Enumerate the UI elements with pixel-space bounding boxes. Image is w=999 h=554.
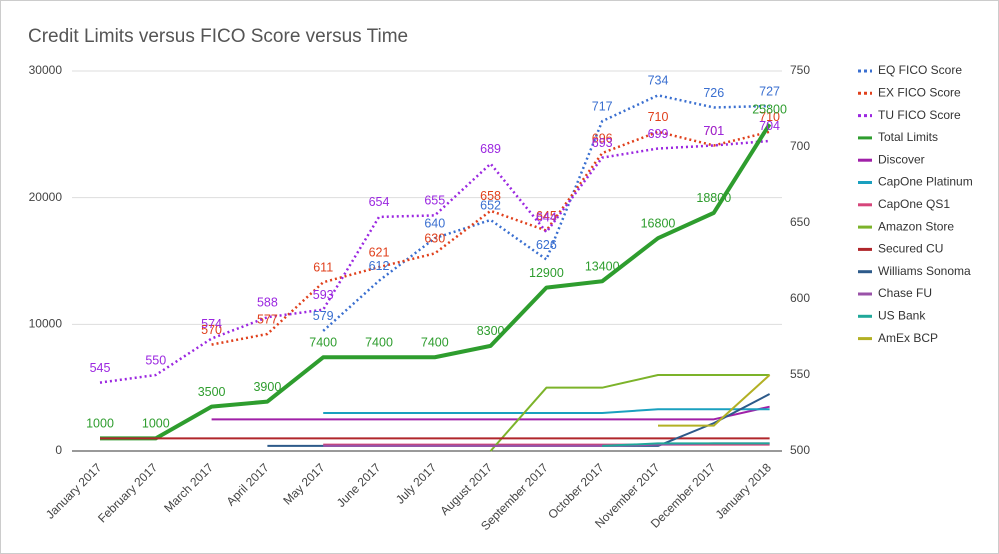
series-line: [658, 374, 771, 427]
y-tick-label: 20000: [29, 190, 63, 204]
legend-label: EQ FICO Score: [878, 63, 962, 77]
data-label: 7400: [309, 336, 337, 350]
data-label: 611: [313, 261, 333, 275]
series-line: [211, 405, 770, 421]
data-label: 3900: [253, 380, 281, 394]
series-line: [602, 442, 770, 447]
data-label: 710: [648, 110, 669, 124]
series-line: [211, 130, 770, 346]
legend-label: US Bank: [878, 308, 926, 322]
data-label: 699: [648, 127, 669, 141]
y2-tick-label: 500: [790, 443, 810, 457]
y2-tick-label: 650: [790, 215, 810, 229]
data-label: 1000: [142, 417, 170, 431]
chart-title: Credit Limits versus FICO Score versus T…: [28, 26, 408, 47]
data-label: 16800: [641, 216, 676, 230]
data-label: 593: [313, 288, 334, 302]
data-label: 701: [703, 124, 724, 138]
data-label: 3500: [198, 385, 226, 399]
data-label: 1000: [86, 417, 114, 431]
data-label: 25800: [752, 102, 787, 116]
data-label: 658: [480, 189, 501, 203]
data-label: 655: [424, 194, 445, 208]
legend-label: CapOne QS1: [878, 197, 950, 211]
data-label: 704: [759, 119, 780, 133]
legend-label: Chase FU: [878, 286, 932, 300]
legend-label: Williams Sonoma: [878, 264, 971, 278]
data-label: 626: [536, 238, 557, 252]
data-label: 579: [313, 309, 334, 323]
data-label: 696: [592, 131, 613, 145]
y2-tick-label: 600: [790, 291, 810, 305]
series-line: [323, 408, 770, 414]
data-label: 734: [648, 74, 669, 88]
data-label: 640: [424, 216, 445, 230]
legend-label: EX FICO Score: [878, 85, 961, 99]
legend-label: TU FICO Score: [878, 108, 961, 122]
y-tick-label: 0: [55, 443, 62, 457]
legend-label: Discover: [878, 152, 925, 166]
data-label: 545: [90, 361, 111, 375]
data-label: 701: [703, 124, 724, 138]
data-label: 644: [536, 210, 557, 224]
legend-label: AmEx BCP: [878, 331, 938, 345]
data-label: 612: [369, 259, 390, 273]
data-label: 13400: [585, 260, 620, 274]
y2-tick-label: 700: [790, 139, 810, 153]
legend: EQ FICO Score EX FICO Score TU FICO Score T…: [858, 63, 973, 345]
data-label: 727: [759, 84, 780, 98]
data-label: 710: [759, 110, 780, 124]
data-label: 689: [480, 142, 501, 156]
data-label: 12900: [529, 266, 564, 280]
series-line: [322, 94, 770, 332]
legend-label: Secured CU: [878, 242, 943, 256]
series-line: [100, 123, 772, 441]
data-label: 652: [480, 198, 501, 212]
data-label: 570: [201, 323, 222, 337]
data-label: 550: [145, 353, 166, 367]
data-label: 7400: [365, 336, 393, 350]
data-label: 7400: [421, 336, 449, 350]
y-tick-label: 30000: [29, 63, 63, 77]
legend-label: CapOne Platinum: [878, 175, 973, 189]
data-label: 577: [257, 312, 278, 326]
data-label: 726: [703, 86, 724, 100]
series-line: [99, 139, 770, 384]
data-label: 8300: [477, 324, 505, 338]
data-label: 717: [592, 99, 613, 113]
series-line: [489, 374, 770, 452]
data-label: 693: [592, 136, 613, 150]
data-label: 18800: [696, 191, 731, 205]
legend-label: Amazon Store: [878, 219, 954, 233]
data-label: 621: [369, 245, 390, 259]
legend-label: Total Limits: [878, 130, 938, 144]
data-label: 574: [201, 317, 222, 331]
data-label: 588: [257, 296, 278, 310]
y-tick-label: 10000: [29, 317, 63, 331]
data-label: 645: [536, 209, 557, 223]
data-label: 630: [424, 232, 445, 246]
y2-tick-label: 550: [790, 367, 810, 381]
data-label: 654: [369, 195, 390, 209]
y2-tick-label: 750: [790, 63, 810, 77]
